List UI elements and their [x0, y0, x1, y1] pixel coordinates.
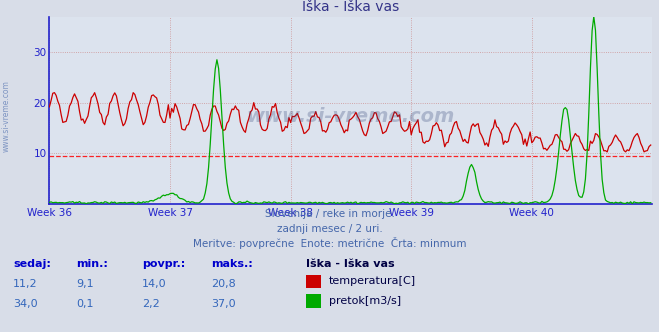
Text: Slovenija / reke in morje.: Slovenija / reke in morje. [264, 209, 395, 219]
Text: sedaj:: sedaj: [13, 259, 51, 269]
Text: 11,2: 11,2 [13, 279, 38, 289]
Text: 20,8: 20,8 [211, 279, 236, 289]
Text: 14,0: 14,0 [142, 279, 166, 289]
Text: 9,1: 9,1 [76, 279, 94, 289]
Text: pretok[m3/s]: pretok[m3/s] [329, 296, 401, 306]
Text: 2,2: 2,2 [142, 299, 159, 309]
Text: www.si-vreme.com: www.si-vreme.com [246, 107, 455, 125]
Text: 37,0: 37,0 [211, 299, 235, 309]
Text: Meritve: povprečne  Enote: metrične  Črta: minmum: Meritve: povprečne Enote: metrične Črta:… [192, 237, 467, 249]
Text: zadnji mesec / 2 uri.: zadnji mesec / 2 uri. [277, 224, 382, 234]
Text: maks.:: maks.: [211, 259, 252, 269]
Text: Iška - Iška vas: Iška - Iška vas [306, 259, 395, 269]
Text: povpr.:: povpr.: [142, 259, 185, 269]
Text: temperatura[C]: temperatura[C] [329, 276, 416, 286]
Title: Iška - Iška vas: Iška - Iška vas [302, 0, 399, 14]
Text: www.si-vreme.com: www.si-vreme.com [2, 80, 11, 152]
Text: 0,1: 0,1 [76, 299, 94, 309]
Text: min.:: min.: [76, 259, 107, 269]
Text: 34,0: 34,0 [13, 299, 38, 309]
